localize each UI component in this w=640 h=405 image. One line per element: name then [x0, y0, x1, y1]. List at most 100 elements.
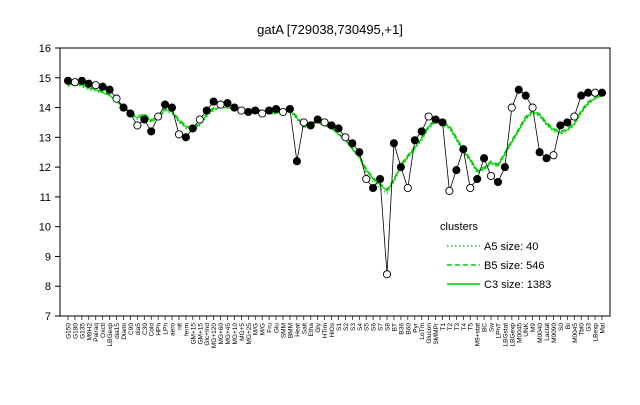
x-tick-label: Gly	[315, 322, 322, 333]
x-tick-label: LBGexp	[509, 323, 516, 347]
x-tick-label: HTim	[322, 323, 329, 338]
legend-label: A5 size: 40	[484, 241, 538, 253]
data-point	[591, 88, 600, 97]
x-tick-label: BMM	[287, 323, 294, 338]
x-tick-label: S5	[364, 323, 371, 331]
x-tick-label: M0045	[572, 323, 579, 343]
series-line-solid	[67, 83, 603, 192]
y-tick-label: 12	[39, 162, 51, 174]
data-point	[202, 106, 211, 115]
x-tick-label: Glc+Ind	[204, 323, 211, 346]
points-layer	[63, 76, 607, 279]
x-tick-label: Mal	[600, 322, 607, 333]
data-point	[535, 148, 544, 157]
x-tick-label: G135	[79, 323, 86, 339]
x-tick-label: B36	[398, 323, 405, 335]
data-point	[105, 85, 114, 94]
series-line-dashed	[67, 81, 603, 191]
x-tick-label: C30	[142, 323, 149, 335]
x-tick-label: aero	[170, 323, 177, 336]
x-tick-label: Oxctl	[100, 322, 107, 337]
data-point	[382, 270, 392, 279]
x-tick-label: MG+10	[232, 323, 239, 345]
data-point	[570, 112, 579, 121]
x-tick-label: M0090	[551, 323, 558, 343]
data-point	[237, 106, 246, 115]
x-tick-label: M/G	[260, 323, 267, 335]
x-tick-label: LBexp	[593, 323, 600, 342]
x-tick-label: BT	[391, 323, 398, 331]
data-point	[459, 145, 468, 154]
x-tick-label: T5	[468, 323, 475, 331]
data-point	[174, 130, 184, 139]
data-point	[161, 100, 170, 109]
data-point	[126, 109, 135, 118]
data-point	[341, 133, 350, 142]
data-point	[84, 79, 93, 88]
x-tick-label: S4	[357, 323, 364, 331]
data-point	[507, 103, 516, 112]
x-tick-label: LoTm	[419, 323, 426, 340]
data-point	[133, 121, 142, 130]
data-point	[528, 103, 537, 112]
y-tick-label: 11	[40, 192, 51, 204]
data-point	[424, 112, 433, 121]
data-point	[258, 109, 267, 118]
x-tick-label: HPh	[156, 323, 163, 336]
x-tick-label: G150	[66, 323, 73, 339]
data-point	[195, 115, 204, 124]
x-tick-label: T2	[447, 323, 454, 331]
x-tick-label: Fru	[267, 323, 274, 333]
x-tick-label: M9	[530, 323, 537, 332]
data-point	[112, 94, 121, 103]
x-tick-label: S7	[378, 323, 385, 331]
data-point	[389, 139, 398, 148]
data-point	[584, 88, 593, 97]
x-tick-label: LBGexp	[107, 323, 114, 347]
x-tick-label: M0040	[537, 323, 544, 343]
data-point	[452, 166, 461, 175]
x-tick-label: S6	[371, 323, 378, 331]
x-tick-label: Glu	[274, 323, 281, 334]
y-tick-label: 15	[39, 73, 51, 85]
x-tick-label: Tbl0	[579, 323, 586, 336]
data-point	[292, 157, 301, 166]
series-layer	[67, 81, 603, 195]
data-point	[521, 91, 530, 100]
data-point	[480, 154, 489, 163]
x-tick-label: dia15	[114, 323, 121, 339]
legend-label: C3 size: 1383	[484, 279, 551, 291]
data-point	[209, 97, 218, 106]
data-point	[181, 133, 190, 142]
data-point	[549, 151, 558, 160]
data-point	[500, 163, 509, 172]
data-point	[167, 103, 177, 112]
data-point	[244, 107, 253, 117]
x-tick-label: BI	[565, 323, 572, 329]
x-tick-label: C90	[128, 323, 135, 335]
x-tick-label: UNK	[523, 322, 530, 336]
data-point	[563, 118, 572, 127]
legend-title: clusters	[440, 221, 478, 233]
data-point	[91, 81, 100, 90]
data-point	[306, 121, 315, 130]
data-point	[431, 115, 440, 124]
data-point	[369, 183, 378, 193]
x-tick-label: BC	[482, 323, 489, 332]
x-tick-label: SMMPr	[433, 322, 440, 345]
x-tick-label: M0045	[516, 323, 523, 343]
x-tick-label: T1	[440, 323, 447, 331]
x-tick-label: ferm	[183, 323, 190, 336]
data-point	[486, 171, 496, 181]
x-tick-label: MG+45	[225, 323, 232, 345]
data-point	[410, 136, 419, 145]
data-point	[272, 104, 281, 114]
data-point	[403, 183, 412, 193]
data-point	[396, 163, 405, 172]
y-tick-label: 14	[39, 103, 51, 115]
data-point	[313, 115, 322, 124]
data-point	[154, 112, 163, 121]
x-tick-label: Glucon	[426, 323, 433, 344]
